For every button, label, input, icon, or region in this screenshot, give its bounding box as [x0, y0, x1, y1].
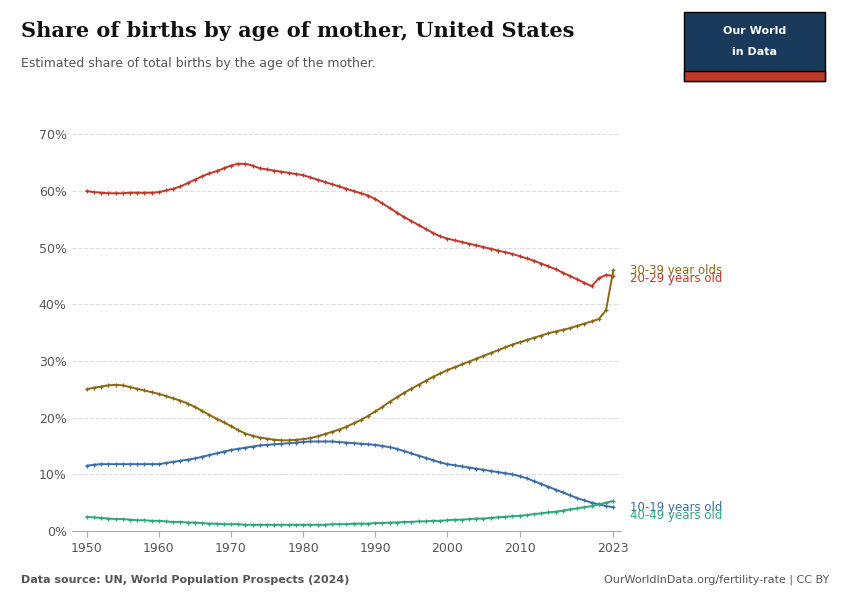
Text: 30-39 year olds: 30-39 year olds — [630, 264, 722, 277]
Text: Our World: Our World — [722, 26, 786, 37]
Text: 10-19 years old: 10-19 years old — [630, 500, 722, 514]
FancyBboxPatch shape — [684, 71, 824, 81]
Text: Estimated share of total births by the age of the mother.: Estimated share of total births by the a… — [21, 57, 376, 70]
Text: 20-29 years old: 20-29 years old — [630, 272, 722, 286]
Text: Share of births by age of mother, United States: Share of births by age of mother, United… — [21, 21, 575, 41]
FancyBboxPatch shape — [684, 12, 824, 81]
Text: in Data: in Data — [732, 47, 777, 57]
Text: 40-49 years old: 40-49 years old — [630, 509, 722, 521]
Text: Data source: UN, World Population Prospects (2024): Data source: UN, World Population Prospe… — [21, 575, 349, 585]
Text: OurWorldInData.org/fertility-rate | CC BY: OurWorldInData.org/fertility-rate | CC B… — [604, 575, 829, 585]
